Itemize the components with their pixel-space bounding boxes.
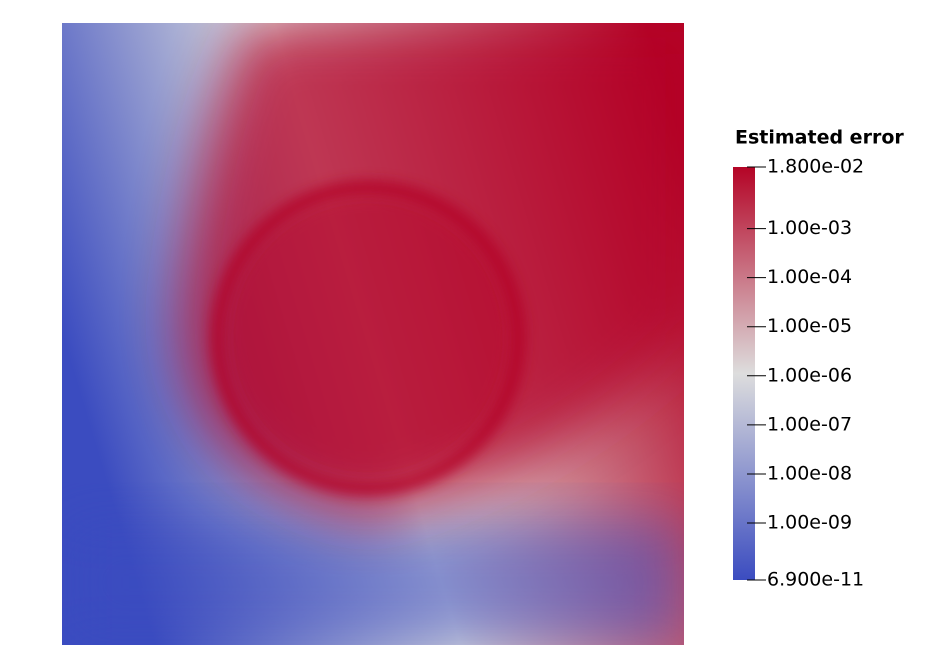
tick-label: 1.00e-08 [767,462,852,484]
tick-label: 1.00e-09 [767,512,852,534]
tick-label: 1.00e-03 [767,217,852,239]
color-bar [733,167,755,580]
color-bar-title: Estimated error [735,127,904,149]
tick-label: 1.800e-02 [767,156,864,178]
tick-label: 1.00e-05 [767,315,852,337]
error-field [62,23,684,645]
tick-label: 1.00e-06 [767,364,852,386]
tick-label: 6.900e-11 [767,569,864,591]
tick-label: 1.00e-04 [767,266,852,288]
tick-label: 1.00e-07 [767,413,852,435]
